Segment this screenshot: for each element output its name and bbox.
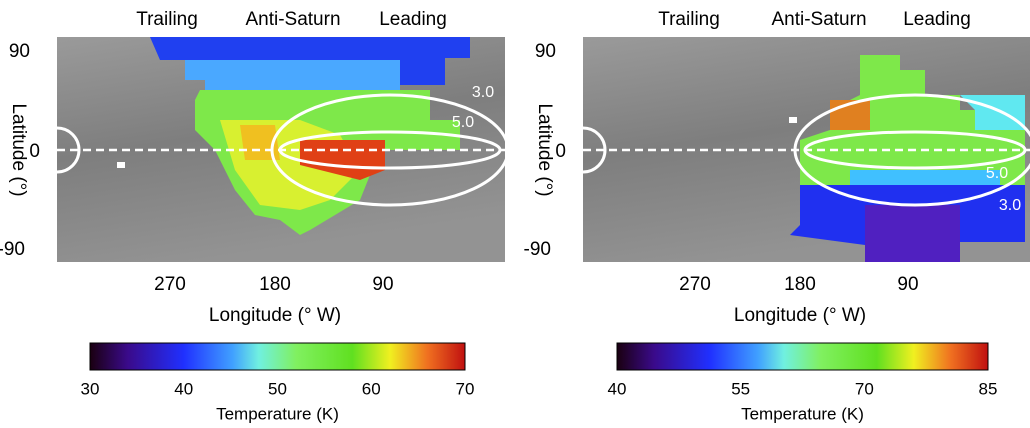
contour-label: 5.0	[452, 114, 474, 131]
colorbar-tick-label: 60	[362, 379, 381, 398]
x-tick-label: 90	[372, 274, 393, 295]
heat-region	[800, 55, 1025, 185]
y-axis-label: Latitude (°)	[534, 103, 555, 196]
map-panel-1	[56, 37, 510, 371]
map-panel-2	[582, 37, 1030, 371]
x-axis-label: Longitude (° W)	[209, 305, 341, 326]
colorbar-tick-label: 55	[731, 379, 750, 398]
x-tick-label: 180	[784, 274, 816, 295]
colorbar-tick-label: 30	[81, 379, 100, 398]
colorbar-label: Temperature (K)	[741, 404, 864, 423]
top-label: Trailing	[658, 9, 720, 30]
contour-label: 3.0	[472, 84, 494, 101]
y-tick-label: -90	[524, 239, 551, 260]
colorbar-tick-label: 40	[174, 379, 193, 398]
colorbar	[89, 342, 466, 371]
marker	[789, 117, 797, 123]
y-tick-label: 90	[9, 41, 30, 62]
x-tick-label: 270	[679, 274, 711, 295]
colorbar-tick-label: 70	[855, 379, 874, 398]
marker	[117, 162, 125, 168]
heat-region	[865, 205, 960, 262]
heat-region	[850, 170, 1000, 185]
top-label: Anti-Saturn	[245, 9, 340, 30]
colorbar-tick-label: 40	[608, 379, 627, 398]
colorbar-tick-label: 85	[979, 379, 998, 398]
x-axis-label: Longitude (° W)	[734, 305, 866, 326]
contour-label: 3.0	[999, 197, 1021, 214]
x-tick-label: 180	[259, 274, 291, 295]
contour	[56, 126, 81, 174]
y-axis-label: Latitude (°)	[8, 103, 29, 196]
contour-label: 5.0	[986, 165, 1008, 182]
top-label: Leading	[903, 9, 971, 30]
heat-region	[150, 37, 470, 85]
contour	[582, 126, 607, 174]
colorbar	[616, 342, 989, 371]
y-tick-label: 0	[29, 141, 40, 162]
top-label: Trailing	[136, 9, 198, 30]
y-tick-label: 0	[555, 141, 566, 162]
colorbar-tick-label: 70	[456, 379, 475, 398]
x-tick-label: 90	[897, 274, 918, 295]
x-tick-label: 270	[154, 274, 186, 295]
heat-region	[185, 60, 400, 90]
top-label: Leading	[379, 9, 447, 30]
top-label: Anti-Saturn	[771, 9, 866, 30]
y-tick-label: 90	[535, 41, 556, 62]
y-tick-label: -90	[0, 239, 25, 260]
colorbar-tick-label: 50	[268, 379, 287, 398]
colorbar-label: Temperature (K)	[216, 404, 339, 423]
